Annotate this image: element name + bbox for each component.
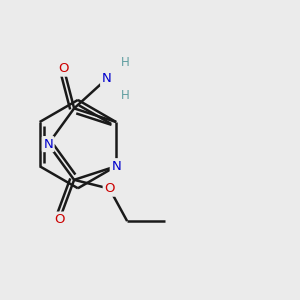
- Text: H: H: [121, 88, 130, 102]
- Text: O: O: [104, 182, 115, 195]
- Text: O: O: [54, 213, 65, 226]
- Text: N: N: [43, 138, 53, 151]
- Text: N: N: [102, 72, 111, 86]
- Text: N: N: [111, 160, 121, 173]
- Text: O: O: [58, 62, 69, 75]
- Text: H: H: [121, 56, 130, 69]
